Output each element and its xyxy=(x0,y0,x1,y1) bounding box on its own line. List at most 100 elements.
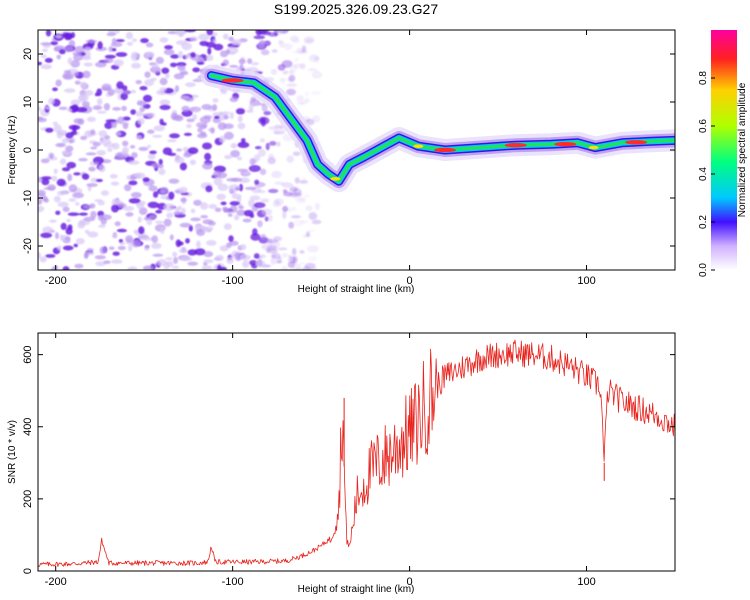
noise-speckle xyxy=(38,205,45,213)
noise-speckle xyxy=(110,259,123,264)
noise-speckle xyxy=(305,231,311,237)
noise-speckle xyxy=(142,94,153,103)
noise-speckle xyxy=(38,197,43,205)
noise-speckle xyxy=(190,52,196,58)
noise-speckle xyxy=(158,168,166,175)
noise-speckle xyxy=(134,172,146,179)
noise-speckle xyxy=(108,246,115,250)
noise-speckle xyxy=(78,212,88,216)
noise-speckle xyxy=(213,177,223,186)
noise-speckle xyxy=(181,105,190,112)
noise-speckle xyxy=(75,238,85,245)
noise-speckle xyxy=(287,77,294,82)
noise-speckle xyxy=(84,47,92,52)
noise-speckle xyxy=(184,97,195,102)
noise-speckle xyxy=(149,66,162,74)
noise-speckle xyxy=(183,132,192,136)
y-tick-label: 200 xyxy=(22,490,34,508)
noise-speckle xyxy=(247,58,253,64)
noise-speckle xyxy=(86,248,94,252)
noise-speckle xyxy=(202,162,213,170)
noise-speckle xyxy=(130,89,136,94)
noise-speckle xyxy=(138,226,145,235)
noise-speckle xyxy=(43,198,49,203)
noise-speckle xyxy=(222,59,229,66)
noise-speckle xyxy=(148,185,158,192)
noise-speckle xyxy=(307,245,319,253)
noise-speckle xyxy=(44,57,53,63)
colorbar-label: Normalized spectral amplitude xyxy=(737,82,748,217)
noise-speckle xyxy=(84,251,89,258)
noise-speckle xyxy=(106,32,116,37)
noise-speckle xyxy=(213,115,220,120)
noise-speckle xyxy=(179,162,187,171)
noise-speckle xyxy=(55,210,61,215)
noise-speckle xyxy=(260,119,266,127)
noise-speckle xyxy=(122,122,129,130)
noise-speckle xyxy=(53,124,62,133)
noise-speckle xyxy=(182,146,189,152)
noise-speckle xyxy=(115,52,128,57)
noise-speckle xyxy=(65,227,73,235)
noise-speckle xyxy=(95,61,107,68)
noise-speckle xyxy=(170,112,178,121)
noise-speckle xyxy=(170,54,180,59)
noise-speckle xyxy=(84,89,94,96)
noise-speckle xyxy=(101,86,112,91)
noise-speckle xyxy=(184,82,196,88)
noise-speckle xyxy=(197,127,203,133)
noise-speckle xyxy=(231,193,242,200)
y-tick-label: -10 xyxy=(22,190,34,206)
noise-speckle xyxy=(299,63,306,70)
noise-speckle xyxy=(94,199,103,202)
noise-speckle xyxy=(190,217,201,222)
noise-speckle xyxy=(115,131,122,136)
noise-speckle xyxy=(207,47,212,55)
noise-speckle xyxy=(183,152,192,158)
noise-speckle xyxy=(122,89,131,95)
noise-speckle xyxy=(141,237,154,241)
noise-speckle xyxy=(303,194,310,199)
noise-speckle xyxy=(203,251,214,258)
noise-speckle xyxy=(248,103,254,111)
x-tick-label: 0 xyxy=(407,576,413,588)
noise-speckle xyxy=(151,163,161,168)
noise-speckle xyxy=(96,150,107,156)
noise-speckle xyxy=(131,51,139,59)
noise-speckle xyxy=(260,49,270,56)
snr-series xyxy=(38,339,675,567)
noise-speckle xyxy=(128,198,141,204)
noise-speckle xyxy=(269,141,277,146)
noise-speckle xyxy=(312,115,321,123)
noise-speckle xyxy=(226,256,234,265)
noise-speckle xyxy=(95,261,106,267)
noise-speckle xyxy=(239,177,251,184)
x-tick-label: -100 xyxy=(222,576,244,588)
noise-speckle xyxy=(92,105,103,111)
noise-speckle xyxy=(45,254,56,258)
noise-speckle xyxy=(63,88,76,93)
noise-speckle xyxy=(86,183,98,187)
noise-speckle xyxy=(135,80,142,85)
noise-speckle xyxy=(230,143,238,149)
noise-speckle xyxy=(63,70,71,74)
noise-speckle xyxy=(51,175,58,182)
noise-speckle xyxy=(237,122,246,130)
noise-speckle xyxy=(40,158,50,164)
noise-speckle xyxy=(51,267,58,270)
colorbar-tick-label: 0.0 xyxy=(698,263,709,277)
noise-speckle xyxy=(68,139,74,144)
noise-speckle xyxy=(217,122,227,131)
noise-speckle xyxy=(125,31,134,40)
noise-speckle xyxy=(237,141,250,148)
noise-speckle xyxy=(257,148,266,157)
noise-speckle xyxy=(135,111,143,117)
noise-speckle xyxy=(97,41,103,50)
noise-speckle xyxy=(271,170,282,179)
colorbar-ticks: 0.0 0.2 0.4 0.6 0.8 xyxy=(698,71,715,277)
noise-speckle xyxy=(201,265,213,270)
noise-speckle xyxy=(257,30,267,34)
noise-speckle xyxy=(286,155,295,163)
noise-speckle xyxy=(105,119,117,123)
noise-speckle xyxy=(45,30,52,37)
